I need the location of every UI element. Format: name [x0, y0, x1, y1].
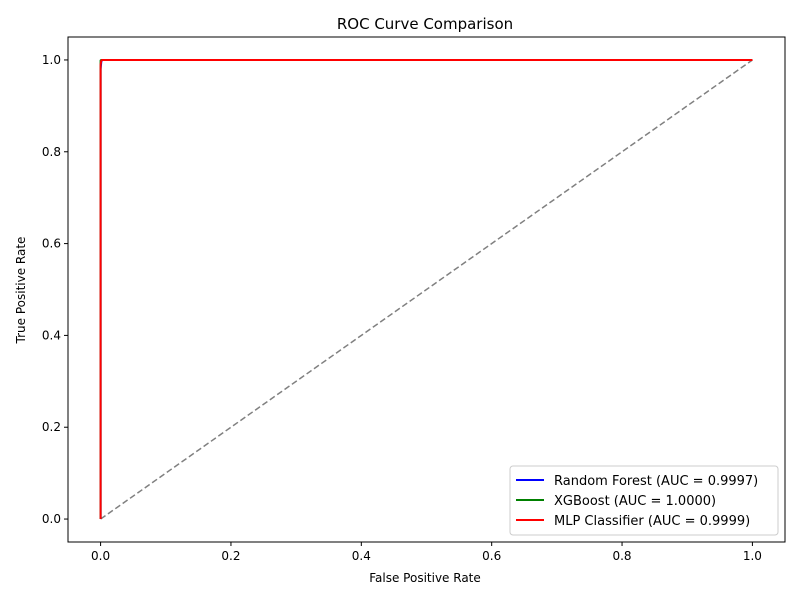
y-tick-label: 1.0	[42, 53, 61, 67]
y-tick-label: 0.4	[42, 328, 61, 342]
legend-label: Random Forest (AUC = 0.9997)	[554, 474, 758, 489]
y-tick-label: 0.0	[42, 512, 61, 526]
legend-label: XGBoost (AUC = 1.0000)	[554, 494, 716, 509]
y-axis-ticks: 0.0 0.2 0.4 0.6 0.8 1.0	[42, 53, 68, 526]
diagonal-reference-line	[100, 59, 753, 520]
chart-title: ROC Curve Comparison	[337, 15, 513, 33]
legend: Random Forest (AUC = 0.9997) XGBoost (AUC…	[509, 465, 779, 536]
y-tick-label: 0.2	[42, 420, 61, 434]
plot-area	[99, 58, 753, 520]
x-tick-label: 0.6	[482, 549, 501, 563]
x-tick-label: 0.4	[352, 549, 371, 563]
x-tick-label: 1.0	[743, 549, 762, 563]
x-tick-label: 0.2	[221, 549, 240, 563]
y-tick-label: 0.8	[42, 145, 61, 159]
x-tick-label: 0.0	[91, 549, 110, 563]
legend-label: MLP Classifier (AUC = 0.9999)	[554, 514, 750, 529]
y-axis-label: True Positive Rate	[14, 237, 28, 345]
y-tick-label: 0.6	[42, 237, 61, 251]
x-axis-ticks: 0.0 0.2 0.4 0.6 0.8 1.0	[91, 542, 762, 563]
x-axis-label: False Positive Rate	[369, 571, 481, 585]
legend-box	[509, 465, 779, 536]
x-tick-label: 0.8	[612, 549, 631, 563]
axes-frame	[67, 36, 786, 543]
series-line-2	[99, 58, 753, 520]
